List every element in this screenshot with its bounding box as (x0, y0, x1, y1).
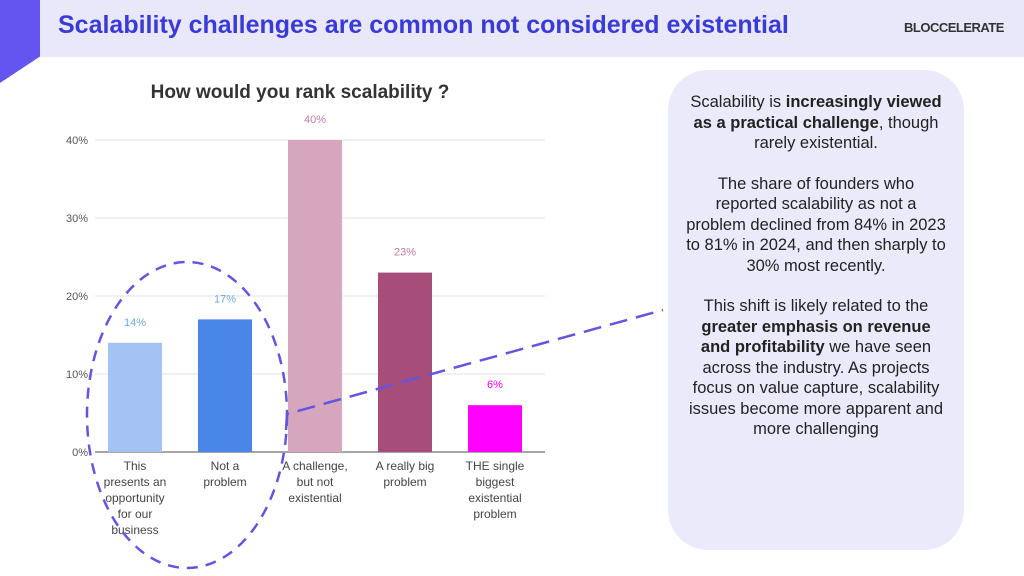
x-category-label: Not a problem (203, 459, 246, 489)
callout-box: Scalability is increasingly viewed as a … (668, 70, 964, 550)
x-category-label: THE single biggest existential problem (466, 459, 525, 521)
data-label: 40% (304, 114, 326, 126)
data-label: 17% (214, 293, 236, 305)
y-tick-label: 20% (66, 291, 88, 303)
data-label: 6% (487, 379, 503, 391)
header-bar (0, 0, 1024, 57)
x-category-label: A really big problem (376, 459, 435, 489)
y-tick-label: 10% (66, 369, 88, 381)
callout-paragraph-3: This shift is likely related to the grea… (688, 297, 944, 438)
bar (108, 342, 162, 452)
data-label: 14% (124, 317, 146, 329)
logo: BLOCCELERATE (904, 20, 1004, 35)
y-tick-label: 0% (72, 447, 88, 459)
page-title: Scalability challenges are common not co… (58, 11, 789, 39)
bar (378, 272, 432, 452)
x-category-label: A challenge, but not existential (282, 459, 347, 505)
bar (468, 405, 522, 452)
bar (198, 319, 252, 452)
data-label: 23% (394, 247, 416, 259)
y-tick-label: 40% (66, 135, 88, 147)
connector-line (284, 308, 664, 431)
chart-title: How would you rank scalability ? (150, 82, 450, 103)
bar (288, 140, 342, 452)
x-category-label: This presents an opportunity for our busines… (104, 459, 167, 537)
callout-paragraph-1: Scalability is increasingly viewed as a … (690, 93, 942, 152)
callout-paragraph-2: The share of founders who reported scala… (686, 174, 946, 275)
y-tick-label: 30% (66, 213, 88, 225)
